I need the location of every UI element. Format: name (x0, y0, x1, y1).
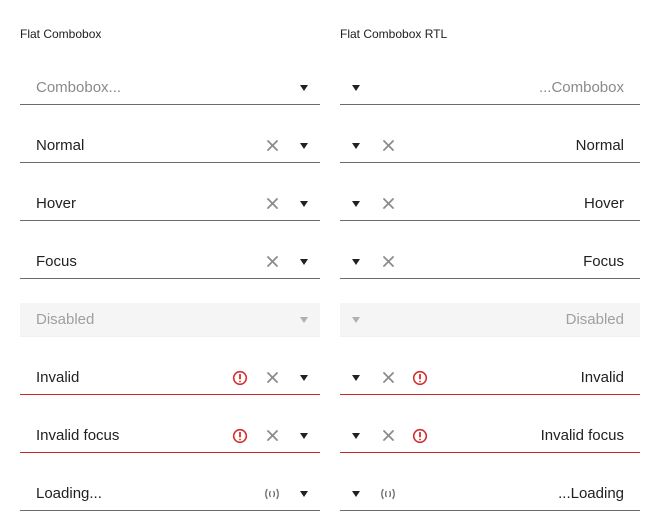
column-title-rtl: Flat Combobox RTL (340, 27, 448, 41)
caret-down-icon[interactable] (340, 245, 372, 279)
caret-down-icon[interactable] (288, 71, 320, 105)
error-icon (404, 361, 436, 395)
combobox-value: Invalid (36, 369, 80, 386)
caret-down-icon (340, 303, 372, 337)
combobox-value: Invalid focus (36, 427, 120, 444)
loading-icon (372, 477, 404, 511)
combobox-invalid[interactable]: Invalid (20, 361, 320, 395)
combobox-value[interactable]: Normal (20, 129, 320, 163)
combobox-value: Disabled (36, 311, 95, 328)
caret-down-icon[interactable] (340, 129, 372, 163)
combobox-invalid[interactable]: Invalid focus (20, 419, 320, 453)
combobox-loading[interactable]: ...Loading (340, 477, 640, 511)
clear-icon[interactable] (372, 129, 404, 163)
combobox-placeholder[interactable]: ...Combobox (340, 71, 640, 105)
caret-down-icon[interactable] (340, 361, 372, 395)
caret-down-icon[interactable] (340, 71, 372, 105)
combobox-placeholder[interactable]: Combobox... (20, 71, 320, 105)
combobox-value[interactable]: Hover (340, 187, 640, 221)
caret-down-icon[interactable] (288, 477, 320, 511)
clear-icon[interactable] (256, 419, 288, 453)
caret-down-icon[interactable] (288, 361, 320, 395)
caret-down-icon[interactable] (340, 187, 372, 221)
combobox-value: Invalid (580, 369, 624, 386)
combobox-value: Invalid focus (540, 427, 624, 444)
caret-down-icon[interactable] (340, 419, 372, 453)
combobox-value: ...Loading (558, 485, 624, 502)
combobox-value: Disabled (565, 311, 624, 328)
combobox-invalid[interactable]: Invalid focus (340, 419, 640, 453)
clear-icon[interactable] (372, 419, 404, 453)
column-title: Flat Combobox (20, 27, 102, 41)
combobox-loading[interactable]: Loading... (20, 477, 320, 511)
combobox-value[interactable]: Hover (20, 187, 320, 221)
caret-down-icon[interactable] (288, 187, 320, 221)
clear-icon[interactable] (372, 245, 404, 279)
combobox-disabled: Disabled (20, 303, 320, 337)
combobox-value: Normal (36, 137, 85, 154)
clear-icon[interactable] (372, 361, 404, 395)
combobox-value: Normal (575, 137, 624, 154)
combobox-value: Hover (583, 195, 624, 212)
clear-icon[interactable] (256, 187, 288, 221)
caret-down-icon (288, 303, 320, 337)
combobox-value: Hover (36, 195, 77, 212)
error-icon (224, 361, 256, 395)
combobox-value[interactable]: Normal (340, 129, 640, 163)
clear-icon[interactable] (256, 245, 288, 279)
caret-down-icon[interactable] (288, 129, 320, 163)
clear-icon[interactable] (372, 187, 404, 221)
caret-down-icon[interactable] (288, 419, 320, 453)
combobox-value[interactable]: Focus (20, 245, 320, 279)
combobox-value: Focus (583, 253, 624, 270)
combobox-placeholder: Combobox... (36, 79, 122, 96)
caret-down-icon[interactable] (288, 245, 320, 279)
loading-icon (256, 477, 288, 511)
combobox-value: Loading... (36, 485, 102, 502)
error-icon (224, 419, 256, 453)
clear-icon[interactable] (256, 361, 288, 395)
combobox-value: Focus (36, 253, 77, 270)
error-icon (404, 419, 436, 453)
combobox-value[interactable]: Focus (340, 245, 640, 279)
caret-down-icon[interactable] (340, 477, 372, 511)
combobox-placeholder: ...Combobox (538, 79, 624, 96)
clear-icon[interactable] (256, 129, 288, 163)
combobox-disabled: Disabled (340, 303, 640, 337)
combobox-invalid[interactable]: Invalid (340, 361, 640, 395)
